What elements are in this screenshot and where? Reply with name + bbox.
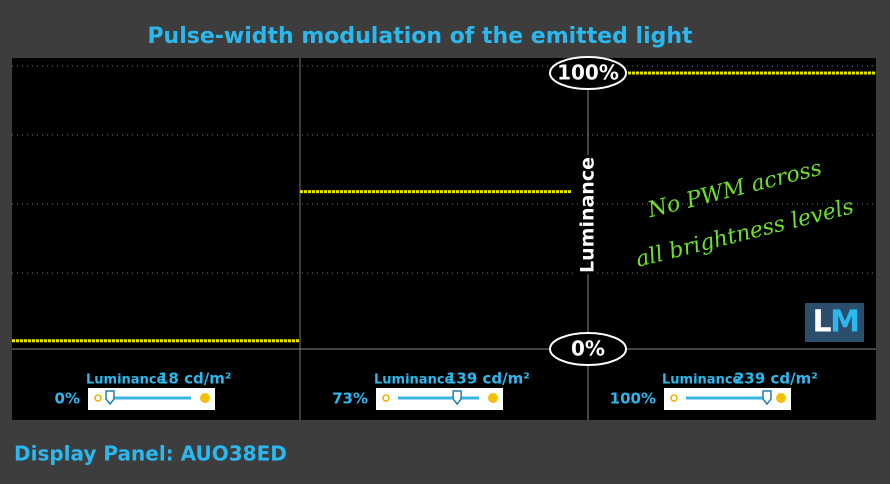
y-tick-label: 100%: [557, 61, 619, 85]
sun-small: [670, 394, 678, 402]
tick-ellipse: [549, 56, 627, 90]
brightness-label: 100%: [610, 390, 656, 408]
luminance-label: Luminance: [86, 373, 166, 388]
luminance-label: Luminance: [662, 373, 742, 388]
luminance-value: 139 cd/m²: [446, 370, 530, 388]
sun-small: [94, 394, 102, 402]
luminance-value: 239 cd/m²: [734, 370, 818, 388]
luminance-label: Luminance: [374, 373, 454, 388]
sun-large: [488, 393, 498, 403]
brightness-label: 0%: [55, 390, 80, 408]
logo-letter: L: [812, 305, 831, 340]
scope-screen: [12, 58, 876, 420]
sun-small: [382, 394, 390, 402]
slider-thumb: [105, 390, 115, 406]
sun-large: [776, 393, 786, 403]
tick-ellipse: [549, 332, 627, 366]
logo-letter: M: [830, 305, 860, 340]
sun-large: [200, 393, 210, 403]
luminance-value: 18 cd/m²: [158, 370, 231, 388]
y-axis-label: Luminance: [577, 157, 599, 273]
logo-box: [805, 303, 864, 342]
brightness-label: 73%: [332, 390, 368, 408]
slider-thumb: [762, 390, 772, 406]
footer: Display Panel: AUO38ED: [14, 442, 287, 466]
slider-thumb: [452, 390, 462, 406]
chart-title: Pulse-width modulation of the emitted li…: [147, 24, 693, 49]
y-tick-label: 0%: [571, 337, 605, 361]
